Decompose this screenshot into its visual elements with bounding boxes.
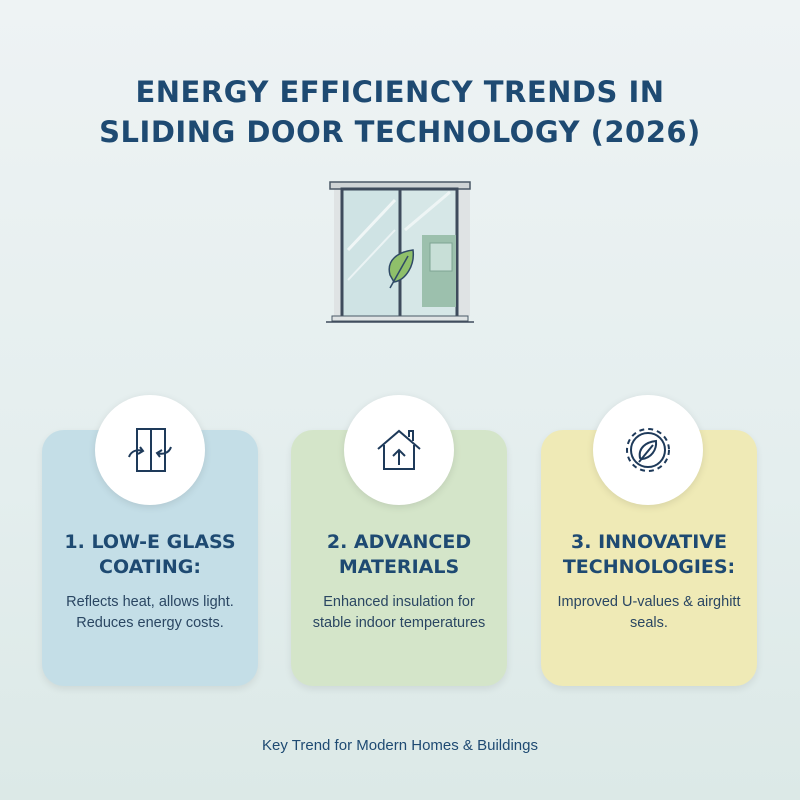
card-heading: 1. LOW-E GLASS COATING: (64, 531, 236, 578)
card-heading: 3. INNOVATIVE TECHNOLOGIES: (562, 531, 736, 578)
title-line-1: ENERGY EFFICIENCY TRENDS IN (135, 75, 665, 109)
title-line-2: SLIDING DOOR TECHNOLOGY (2026) (99, 115, 701, 149)
icon-badge (95, 395, 205, 505)
footer-text: Key Trend for Modern Homes & Buildings (262, 737, 538, 754)
card-text: Enhanced insulation for stable indoor te… (312, 594, 486, 631)
card-text: Reflects heat, allows light. Reduces ene… (66, 594, 234, 631)
card-text: Improved U-values & airghitt seals. (557, 594, 741, 631)
icon-badge (344, 395, 454, 505)
gear-leaf-icon (626, 428, 670, 472)
card-heading: 2. ADVANCED MATERIALS (326, 531, 472, 578)
page-title: ENERGY EFFICIENCY TRENDS IN SLIDING DOOR… (0, 72, 800, 152)
house-arrow-icon (377, 429, 421, 470)
sliding-door-illustration (326, 181, 474, 323)
window-arrows-icon (128, 428, 172, 472)
icon-badge (593, 395, 703, 505)
